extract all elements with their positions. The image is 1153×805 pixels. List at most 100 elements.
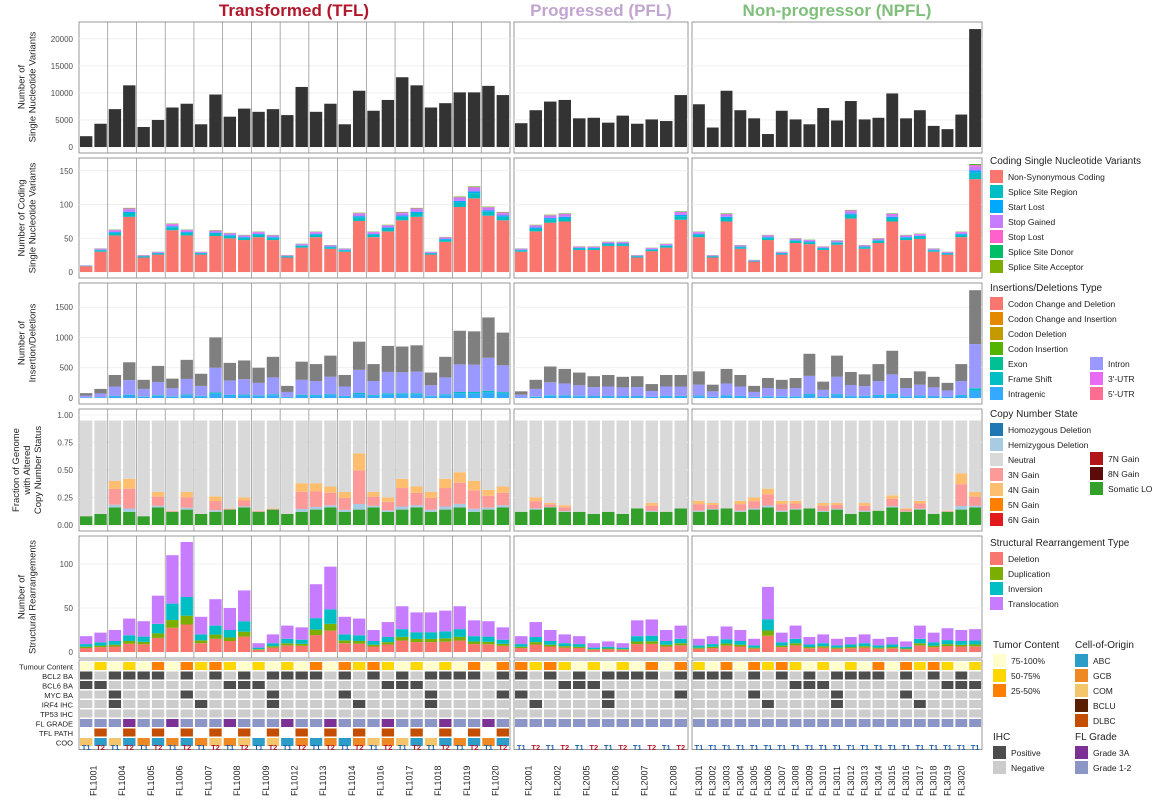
coding-bar-segment [123,209,135,210]
legend-swatch [1075,714,1088,727]
indel-bar-segment [573,396,585,397]
cn-bar-segment [845,514,857,525]
annotation-cell [762,719,774,727]
sv-bar-segment [515,647,527,648]
annotation-cell [559,691,571,699]
annotation-cell [252,662,264,670]
legend-swatch [1075,684,1088,697]
timepoint-label: T2 [96,743,105,752]
coding-bar-segment [296,245,308,246]
indel-bar-segment [267,357,279,378]
cn-bar-segment [339,510,351,512]
sv-bar-segment [324,567,336,610]
timepoint-label: T2 [676,743,685,752]
coding-bar-segment [166,226,178,227]
sv-bar-segment [544,647,556,653]
coding-bar-segment [721,217,733,218]
annotation-cell [515,681,527,689]
sv-bar-segment [886,645,898,648]
coding-bar-segment [734,247,746,249]
legend-swatch [990,260,1003,273]
annotation-cell [468,681,480,689]
cn-bar-segment [544,421,556,504]
sv-bar-segment [515,644,527,647]
sv-bar-segment [281,643,293,645]
annotation-cell [382,710,394,718]
patient-id-label: FL2006 [611,765,621,796]
legend-item: Grade 1-2 [1093,763,1132,773]
cn-bar-segment [367,507,379,525]
annotation-cell [267,729,279,737]
patient-id-text: FL1004 [117,765,127,796]
coding-bar-segment [497,220,509,272]
timepoint-label: T1 [943,743,952,752]
annotation-cell [324,672,336,680]
annotation-cell [734,672,746,680]
coding-bar-segment [454,207,466,272]
patient-id-label: FL3004 [735,765,745,796]
cn-bar-segment [181,492,193,497]
coding-bar-segment [707,256,719,257]
coding-bar-segment [544,216,556,218]
cn-bar-segment [817,421,829,504]
cn-bar-segment [152,507,164,525]
annotation-cell [693,700,705,708]
annotation-cell [209,729,221,737]
cn-bar-segment [109,507,121,525]
coding-bar-segment [942,253,954,254]
cn-bar-segment [238,498,250,501]
cn-bar-segment [454,483,466,504]
sv-bar-segment [267,643,279,646]
annotation-cell [588,719,600,727]
annotation-cell [845,719,857,727]
annotation-cell [617,691,629,699]
snv-bar [955,115,967,147]
coding-bar-segment [339,249,351,250]
coding-bar-segment [872,241,884,243]
patient-id-label: FL3015 [887,765,897,796]
cn-bar-segment [817,506,829,511]
annotation-cell [267,672,279,680]
annotation-cell [339,729,351,737]
sv-bar-segment [544,630,556,641]
indel-bar-segment [482,392,494,398]
indel-bar-segment [468,393,480,398]
sv-bar-segment [762,619,774,630]
y-tick-label: 100 [60,201,74,210]
annotation-cell [859,729,871,737]
timepoint-label: T1 [283,743,292,752]
cn-bar-segment [544,507,556,525]
sv-bar-segment [969,629,981,640]
coding-bar-segment [281,256,293,257]
coding-bar-segment [353,213,365,214]
timepoint-label: T1 [484,743,493,752]
coding-bar-segment [602,246,614,272]
cn-bar-segment [324,507,336,525]
annotation-cell [588,691,600,699]
indel-bar-segment [109,396,121,398]
coding-bar-segment [468,187,480,188]
patient-id-label: FL3001 [694,765,704,796]
annotation-cell [707,662,719,670]
cn-bar-segment [631,421,643,509]
cn-bar-segment [646,511,658,512]
coding-bar-segment [515,250,527,251]
annotation-cell [137,681,149,689]
indel-bar-segment [707,385,719,392]
annotation-cell [281,710,293,718]
coding-bar-segment [900,236,912,237]
annotation-cell [367,672,379,680]
legend-swatch [1075,746,1088,759]
indel-bar-segment [123,395,135,398]
cn-bar-segment [721,509,733,526]
annotation-cell [468,729,480,737]
cn-bar-segment [224,509,236,510]
cn-bar-segment [310,510,322,525]
indel-bar-segment [80,393,92,395]
coding-bar-segment [914,236,926,237]
annotation-cell [721,729,733,737]
coding-bar-segment [367,237,379,272]
annotation-cell [588,672,600,680]
